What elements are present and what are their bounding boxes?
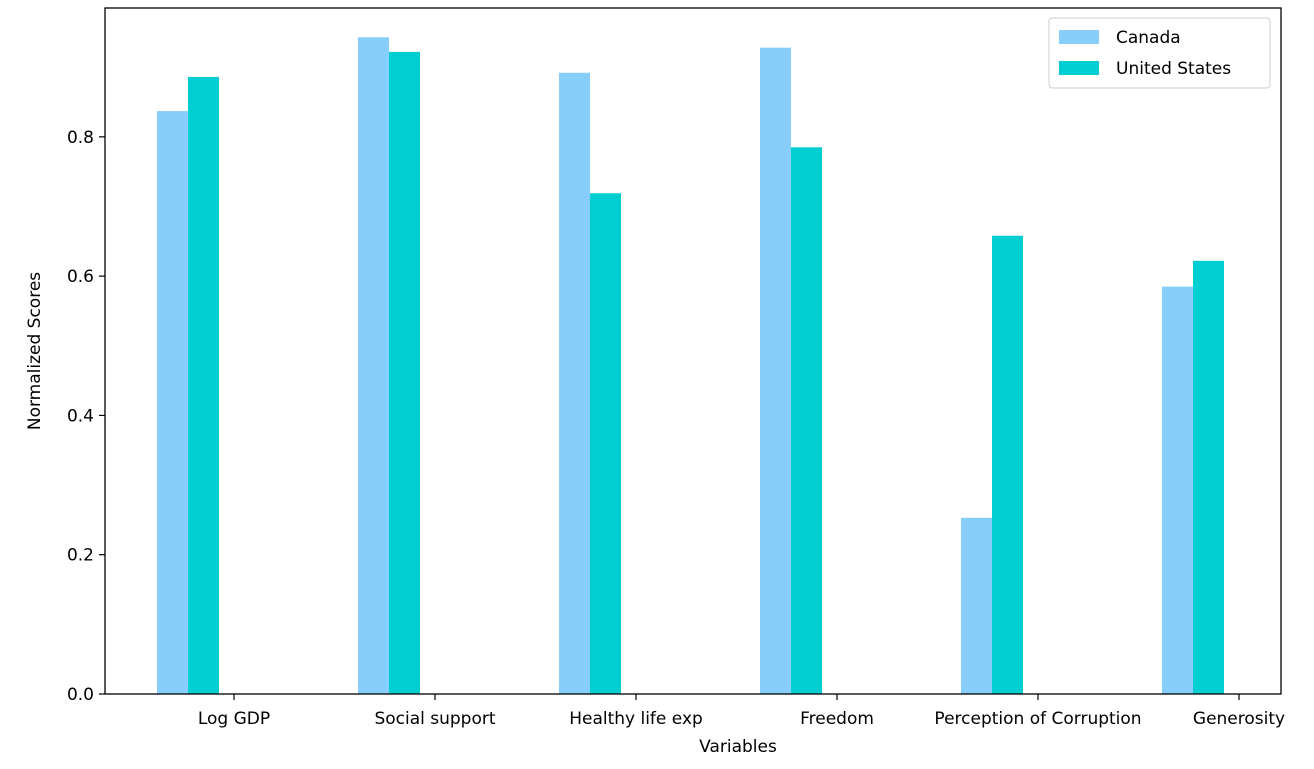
bar-canada-freedom bbox=[760, 47, 791, 695]
legend-box bbox=[1048, 17, 1271, 89]
plot-frame bbox=[104, 7, 1282, 695]
bar-united-states-perception-of-corruption bbox=[992, 235, 1023, 694]
bar-canada-perception-of-corruption bbox=[961, 517, 992, 694]
y-axis: 0.0 0.2 0.4 0.6 0.8 bbox=[67, 128, 105, 705]
x-tick-label-freedom: Freedom bbox=[800, 709, 874, 729]
legend-label-canada: Canada bbox=[1116, 28, 1181, 48]
x-tick-label-perception-of-corruption: Perception of Corruption bbox=[934, 709, 1141, 729]
y-tick-label: 0.0 bbox=[67, 685, 94, 705]
legend-swatch-united-states bbox=[1059, 61, 1099, 75]
legend: Canada United States bbox=[1048, 17, 1271, 89]
bar-united-states-generosity bbox=[1193, 260, 1224, 694]
x-tick-label-healthy-life-exp: Healthy life exp bbox=[569, 709, 703, 729]
bar-canada-generosity bbox=[1162, 286, 1193, 694]
legend-swatch-canada bbox=[1059, 30, 1099, 44]
y-tick-label: 0.8 bbox=[67, 128, 94, 148]
bar-canada-healthy-life-exp bbox=[559, 72, 590, 695]
y-tick-label: 0.2 bbox=[67, 546, 94, 566]
bar-united-states-freedom bbox=[791, 147, 822, 695]
x-tick-label-social-support: Social support bbox=[374, 709, 495, 729]
bar-united-states-log-gdp bbox=[188, 76, 219, 694]
y-axis-label: Normalized Scores bbox=[25, 272, 45, 430]
x-tick-label-log-gdp: Log GDP bbox=[198, 709, 270, 729]
y-tick-label: 0.6 bbox=[67, 267, 94, 287]
y-tick-label: 0.4 bbox=[67, 406, 94, 426]
x-axis-label: Variables bbox=[699, 737, 777, 757]
x-tick-label-generosity: Generosity bbox=[1193, 709, 1285, 729]
bar-canada-log-gdp bbox=[157, 111, 188, 695]
legend-label-united-states: United States bbox=[1116, 59, 1231, 79]
bar-united-states-healthy-life-exp bbox=[590, 193, 621, 694]
x-axis: Log GDP Social support Healthy life exp Fre… bbox=[198, 694, 1285, 729]
bars-group bbox=[157, 37, 1224, 695]
bar-united-states-social-support bbox=[389, 51, 420, 694]
bar-canada-social-support bbox=[358, 37, 389, 695]
